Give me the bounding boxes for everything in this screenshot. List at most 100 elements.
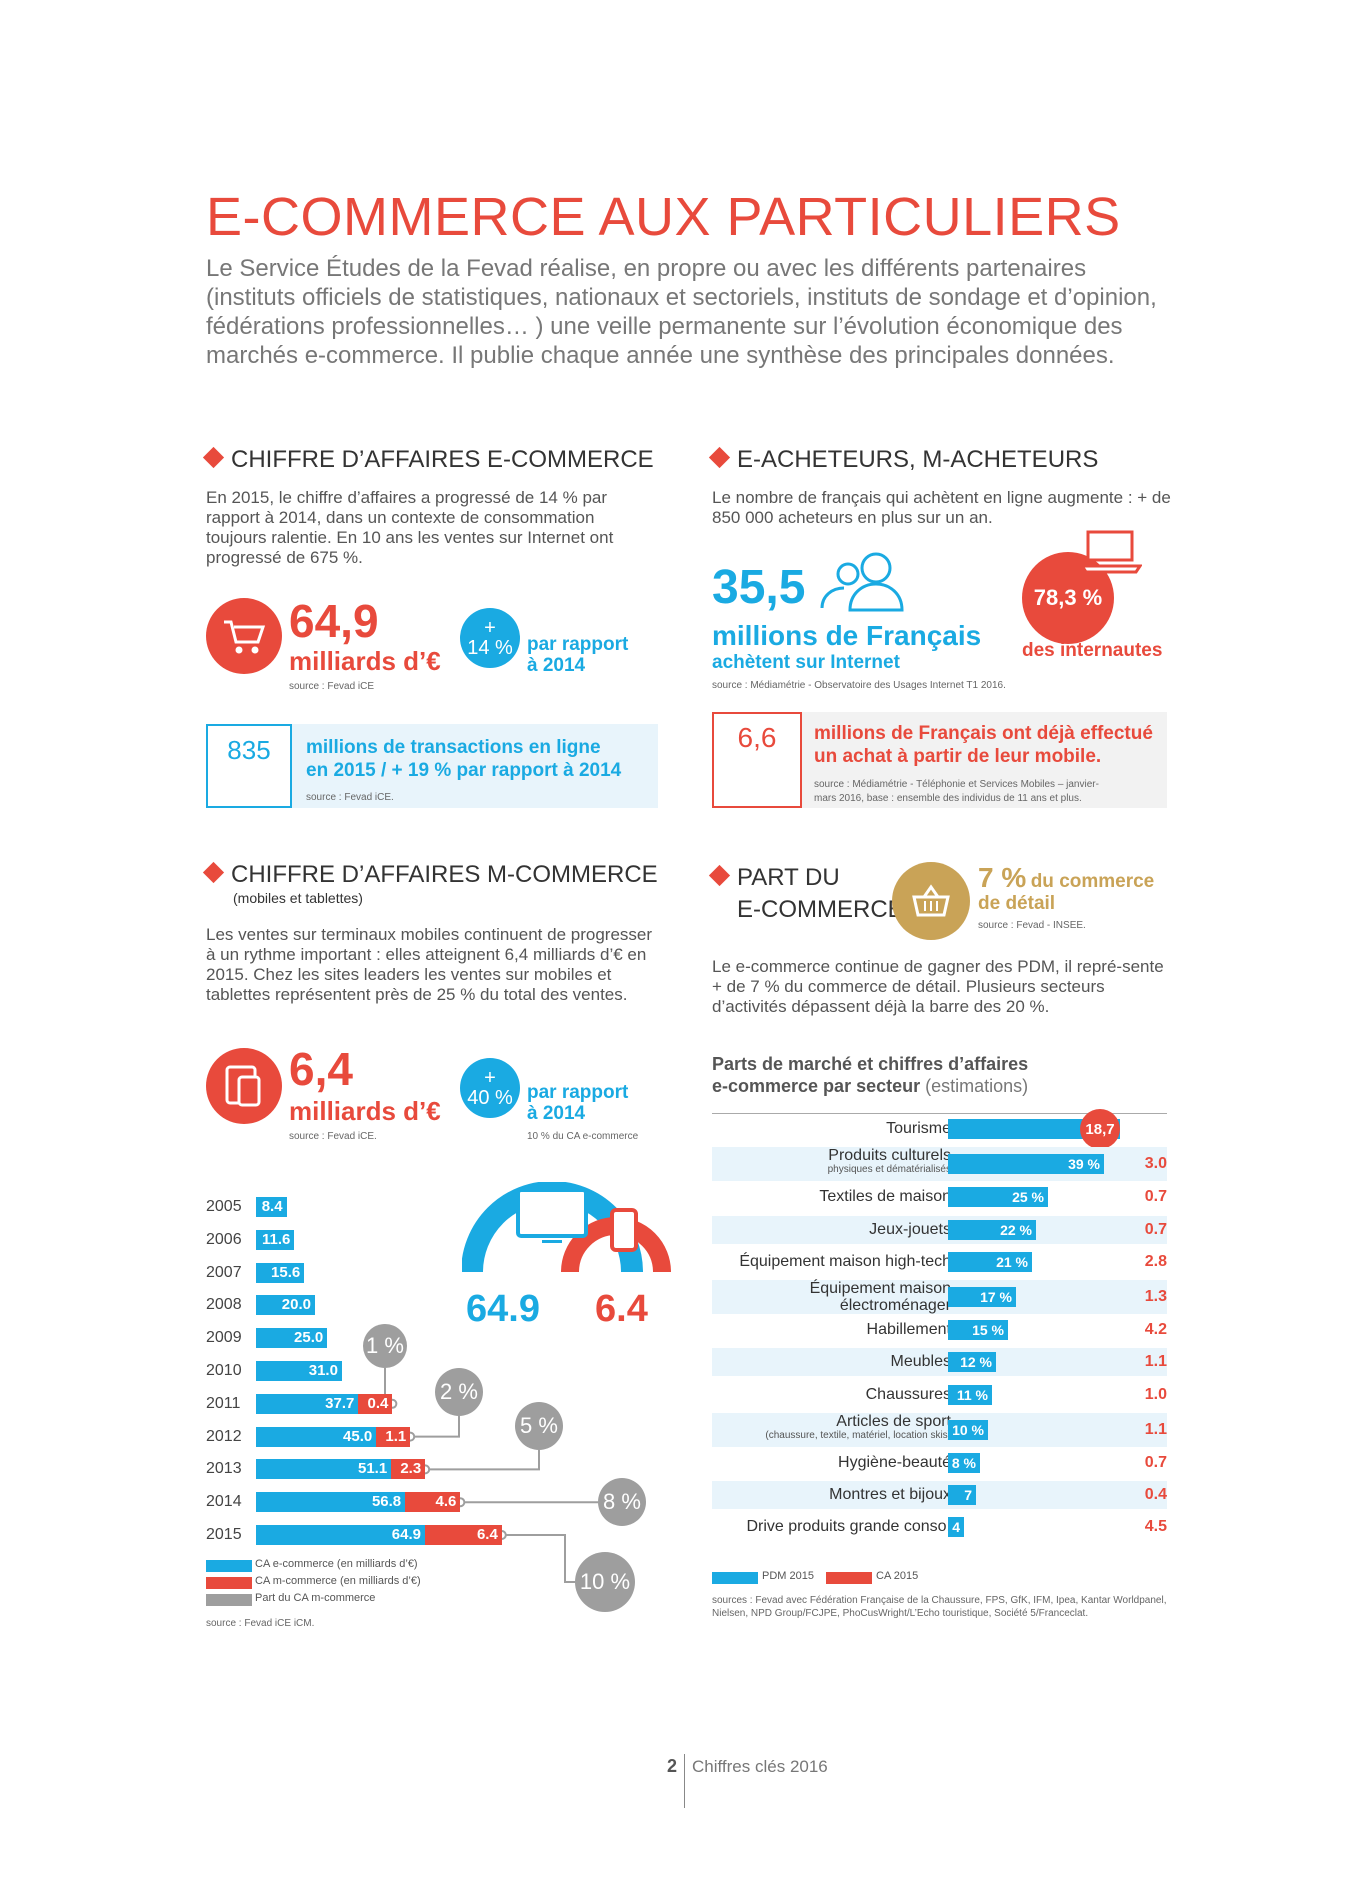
heading-line2: E-COMMERCE [737,896,904,923]
plus-sign: + [484,617,496,639]
gauges-graphic [462,1182,671,1273]
part-source: source : Fevad - INSEE. [978,920,1086,931]
section-ca-mcommerce-heading: CHIFFRE D’AFFAIRES M-COMMERCE [202,861,658,889]
sector-row: Tourisme43 %18,7 [712,1109,1167,1149]
part-label2: de détail [978,893,1056,914]
legend-mcom: CA m-commerce (en milliards d’€) [255,1575,421,1587]
acheteurs-value: 35,5 [712,561,806,614]
heading-text: E-ACHETEURS, M-ACHETEURS [737,446,1099,473]
transactions-text-line2: en 2015 / + 19 % par rapport à 2014 [306,760,622,781]
growth-label-line2: à 2014 [527,655,586,676]
mobile-buyers-source-line2: mars 2016, base : ensemble des individus… [814,793,1082,804]
mcom-bar: 1.1 [376,1426,411,1447]
sector-row: Textiles de maison 25 % 0.7 [712,1183,1167,1211]
transactions-source: source : Fevad iCE. [306,792,394,803]
page-title: E-COMMERCE AUX PARTICULIERS [206,187,1121,247]
year-label: 2013 [206,1460,242,1478]
share-bubble: 2 % [435,1368,483,1416]
pdm-bar: 8 % [948,1453,980,1473]
ca-value: 0.4 [1144,1486,1167,1504]
cart-icon [206,598,282,674]
sector-label: Équipement maison high-tech [739,1252,951,1270]
heading-text: CHIFFRE D’AFFAIRES M-COMMERCE [231,861,658,888]
mcom-share-note: 10 % du CA e-commerce [527,1131,639,1142]
sector-row: Équipement maison high-tech 21 % 2.8 [712,1248,1167,1276]
mcom-growth-label: par rapport à 2014 [527,1082,628,1124]
footer-divider [684,1754,685,1808]
share-connector [425,1450,540,1471]
mobile-buyers-value: 6,6 [737,722,777,753]
legend-swatch-mcom [206,1577,252,1589]
section-acheteurs-heading: E-ACHETEURS, M-ACHETEURS [708,446,1099,474]
mcom-bar: 0.4 [358,1393,393,1414]
year-label: 2009 [206,1329,242,1347]
legend-swatch-ecom [206,1560,252,1572]
ca-ecommerce-value: 64,9 [289,595,379,647]
pdm-bar: 12 % [948,1352,996,1373]
sector-label: Habillement [866,1321,951,1339]
ca-tourisme-badge: 18,7 [1080,1109,1120,1149]
ca-value: 2.8 [1144,1252,1167,1270]
transactions-text-line1: millions de transactions en ligne [306,737,601,758]
part-value: 7 % [978,862,1027,893]
mcom-bar: 6.4 [425,1525,502,1545]
legend-pdm: PDM 2015 [762,1570,814,1582]
ca-value: 1.1 [1144,1353,1167,1371]
acheteurs-label2: achètent sur Internet [712,652,900,673]
ca-mcommerce-subheading: (mobiles et tablettes) [233,890,363,906]
legend-share: Part du CA m-commerce [255,1592,376,1604]
acheteurs-source: source : Médiamétrie - Observatoire des … [712,680,1006,691]
sector-label: Articles de sport (chaussure, textile, ma… [765,1412,951,1441]
ca-mcommerce-value: 6,4 [289,1043,353,1095]
sector-chart-sources: sources : Fevad avec Fédération Français… [712,1595,1167,1619]
sector-chart-title: Parts de marché et chiffres d’affaires e… [712,1053,1028,1097]
part-label1: du commerce [1030,871,1155,892]
sector-label: Hygiène-beauté [838,1454,951,1471]
transactions-value-box: 835 [206,724,292,808]
year-label: 2005 [206,1198,242,1215]
year-label: 2008 [206,1296,242,1314]
mobile-buyers-source: source : Médiamétrie - Téléphonie et Ser… [814,778,1099,806]
ecom-bar: 8.4 [256,1197,287,1217]
acheteurs-label1: millions de Français [712,620,982,651]
sector-row: Chaussures 11 % 1.0 [712,1381,1167,1409]
part-text: Le e-commerce continue de gagner des PDM… [712,957,1164,1016]
pdm-bar: 15 % [948,1320,1008,1341]
intro-text: Le Service Études de la Fevad réalise, e… [206,255,1157,369]
ecom-bar: 37.7 [256,1393,359,1414]
heading-text: CHIFFRE D’AFFAIRES E-COMMERCE [231,446,654,473]
ca-ecommerce-text: En 2015, le chiffre d’affaires a progres… [206,488,614,567]
ca-value: 3.0 [1144,1155,1167,1173]
mcom-bar: 2.3 [391,1459,426,1480]
share-bubble: 5 % [515,1402,563,1450]
sector-row: Meubles 12 % 1.1 [712,1348,1167,1377]
ecom-bar: 31.0 [256,1361,342,1381]
gauge-mcom-value: 6.4 [595,1288,648,1330]
laptop-icon [1079,528,1143,581]
ecom-bar: 25.0 [256,1328,328,1349]
mobile-buyers-text-line1: millions de Français ont déjà effectué [814,723,1153,744]
ca-value: 4.5 [1144,1518,1167,1536]
sector-label: Drive produits grande conso. [746,1518,951,1536]
growth-label: par rapport à 2014 [527,634,628,676]
sector-row: Montres et bijoux 7 % 0.4 [712,1481,1167,1523]
footer-text: Chiffres clés 2016 [692,1757,828,1776]
sector-chart-rule [712,1113,1167,1114]
mobile-buyers-text-line2: un achat à partir de leur mobile. [814,746,1102,767]
basket-icon [892,862,970,940]
diamond-icon [708,864,731,887]
section-ca-ecommerce-heading: CHIFFRE D’AFFAIRES E-COMMERCE [202,446,654,474]
growth-value: 40 % [467,1087,513,1109]
ecom-bar: 11.6 [256,1229,295,1250]
sector-label: Montres et bijoux [829,1486,951,1504]
pdm-bar: 4 % [948,1517,964,1555]
sector-row: Jeux-jouets 22 % 0.7 [712,1215,1167,1244]
sector-row: Produits culturels physiques et dématéria… [712,1147,1167,1182]
share-bubble: 10 % [575,1552,635,1612]
mcom-growth-badge: +40 % [460,1058,520,1118]
sector-label: Équipement maison électroménager [809,1280,951,1314]
pdm-bar: 25 % [948,1187,1048,1208]
legend-swatch-pdm [712,1572,758,1584]
legend-ca: CA 2015 [876,1570,919,1582]
sector-label: Tourisme [886,1120,951,1137]
